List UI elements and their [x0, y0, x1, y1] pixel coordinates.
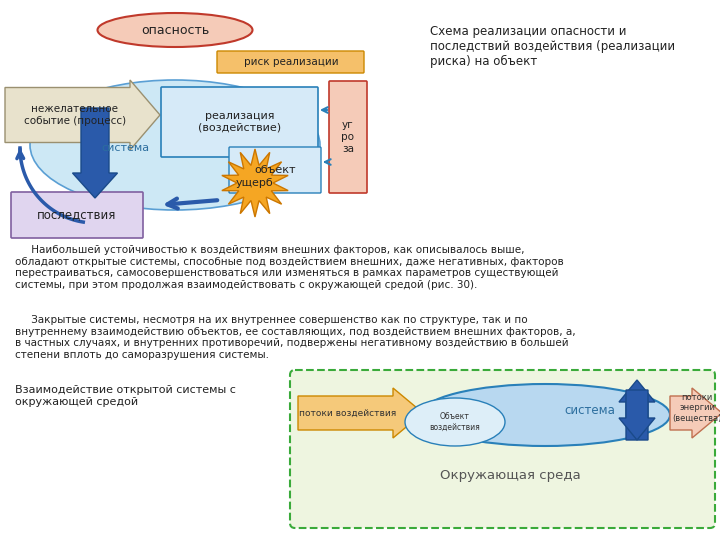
Text: риск реализации: риск реализации — [243, 57, 338, 67]
Text: ущерб: ущерб — [236, 178, 274, 188]
Ellipse shape — [420, 384, 670, 446]
Ellipse shape — [30, 80, 320, 210]
Text: система: система — [101, 143, 149, 153]
FancyBboxPatch shape — [11, 192, 143, 238]
Text: опасность: опасность — [141, 24, 209, 37]
FancyBboxPatch shape — [229, 147, 321, 193]
FancyBboxPatch shape — [329, 81, 367, 193]
Text: потоки
энергии
(вещества): потоки энергии (вещества) — [672, 393, 720, 423]
Text: нежелательное
событие (процесс): нежелательное событие (процесс) — [24, 104, 126, 126]
Text: Схема реализации опасности и
последствий воздействия (реализации
риска) на объек: Схема реализации опасности и последствий… — [430, 25, 675, 68]
Text: Взаимодействие открытой системы с
окружающей средой: Взаимодействие открытой системы с окружа… — [15, 385, 236, 407]
FancyBboxPatch shape — [161, 87, 318, 157]
Text: объект: объект — [254, 165, 296, 175]
Text: система: система — [564, 403, 616, 416]
Ellipse shape — [405, 398, 505, 446]
FancyArrow shape — [619, 390, 655, 440]
Text: последствия: последствия — [37, 208, 117, 221]
Text: Объект
воздействия: Объект воздействия — [430, 413, 480, 431]
FancyArrow shape — [298, 388, 423, 438]
FancyArrow shape — [670, 388, 720, 438]
Text: реализация
(воздействие): реализация (воздействие) — [199, 111, 282, 133]
Text: потоки воздействия: потоки воздействия — [300, 408, 397, 417]
FancyArrow shape — [73, 108, 117, 198]
Polygon shape — [222, 149, 288, 217]
Text: уг
ро
за: уг ро за — [341, 120, 354, 153]
Text: Окружающая среда: Окружающая среда — [440, 469, 580, 482]
FancyArrow shape — [5, 80, 160, 150]
FancyBboxPatch shape — [290, 370, 715, 528]
FancyArrow shape — [619, 380, 655, 440]
Text: Наибольшей устойчивостью к воздействиям внешних факторов, как описывалось выше,
: Наибольшей устойчивостью к воздействиям … — [15, 245, 564, 290]
Ellipse shape — [97, 13, 253, 47]
Text: Закрытые системы, несмотря на их внутреннее совершенство как по структуре, так и: Закрытые системы, несмотря на их внутрен… — [15, 315, 575, 360]
FancyBboxPatch shape — [217, 51, 364, 73]
